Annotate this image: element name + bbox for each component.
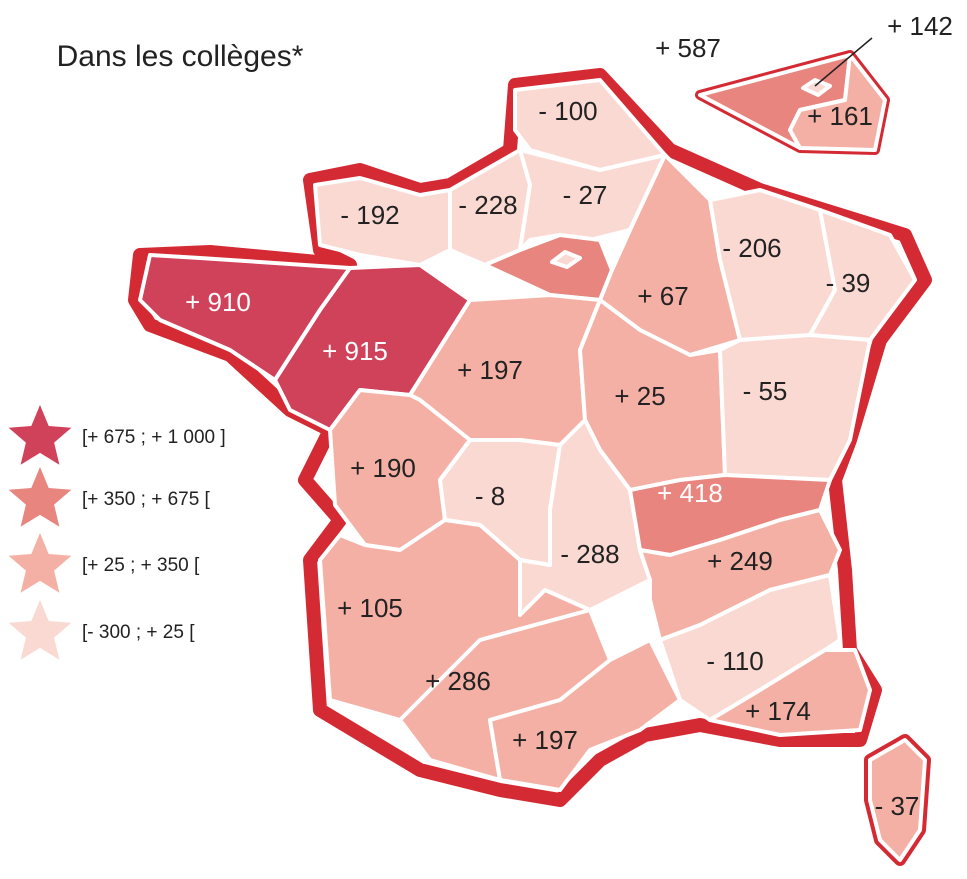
france-outline bbox=[128, 68, 932, 807]
legend-star bbox=[8, 467, 72, 527]
region-label: + 910 bbox=[185, 287, 251, 317]
region-label: + 67 bbox=[637, 281, 688, 311]
region bbox=[318, 518, 592, 722]
region-label: - 110 bbox=[706, 646, 763, 676]
region-label: + 915 bbox=[322, 336, 388, 366]
region-labels: - 100 - 192 - 228 - 27 + 910 + 915 + 197… bbox=[185, 11, 953, 821]
region bbox=[518, 418, 652, 617]
region bbox=[718, 333, 872, 482]
region-label: - 100 bbox=[538, 96, 597, 126]
region-label: - 27 bbox=[563, 180, 608, 210]
region-label: - 228 bbox=[458, 190, 517, 220]
region bbox=[788, 53, 887, 152]
legend: [+ 675 ; + 1 000 ] [+ 350 ; + 675 [ [+ 25 … bbox=[8, 405, 226, 660]
region-label: - 8 bbox=[475, 481, 505, 511]
region-label: - 37 bbox=[875, 791, 920, 821]
legend-label: [+ 675 ; + 1 000 ] bbox=[82, 427, 226, 448]
region-label: + 286 bbox=[425, 666, 491, 696]
paris bbox=[550, 250, 582, 269]
regions bbox=[138, 37, 927, 862]
region bbox=[488, 638, 682, 792]
region-label: + 418 bbox=[657, 478, 723, 508]
legend-star bbox=[8, 405, 72, 465]
region-label: + 25 bbox=[614, 381, 665, 411]
region-label: - 206 bbox=[722, 233, 781, 263]
legend-label: [- 300 ; + 25 [ bbox=[82, 622, 195, 643]
region-label: + 197 bbox=[457, 355, 523, 385]
region bbox=[868, 738, 927, 862]
region-label: - 288 bbox=[560, 539, 619, 569]
legend-star bbox=[8, 600, 72, 660]
region-label: + 197 bbox=[512, 725, 578, 755]
region-label: + 161 bbox=[807, 101, 873, 131]
leader-line bbox=[814, 37, 873, 87]
region bbox=[658, 573, 842, 722]
legend-label: [+ 25 ; + 350 [ bbox=[82, 555, 200, 576]
region-label: + 249 bbox=[707, 546, 773, 576]
paris-idf bbox=[801, 78, 832, 97]
map-title: Dans les collèges* bbox=[57, 40, 304, 73]
region-label: + 174 bbox=[745, 696, 811, 726]
region bbox=[708, 648, 872, 737]
region-label: - 55 bbox=[743, 376, 788, 406]
region-label: + 587 bbox=[655, 33, 721, 63]
region-label: + 142 bbox=[887, 11, 953, 41]
region-label: + 190 bbox=[350, 453, 416, 483]
legend-star bbox=[8, 533, 72, 593]
legend-label: [+ 350 ; + 675 [ bbox=[82, 489, 211, 510]
region-label: - 192 bbox=[340, 200, 399, 230]
region-label: + 105 bbox=[337, 593, 403, 623]
region-label: - 39 bbox=[826, 268, 871, 298]
